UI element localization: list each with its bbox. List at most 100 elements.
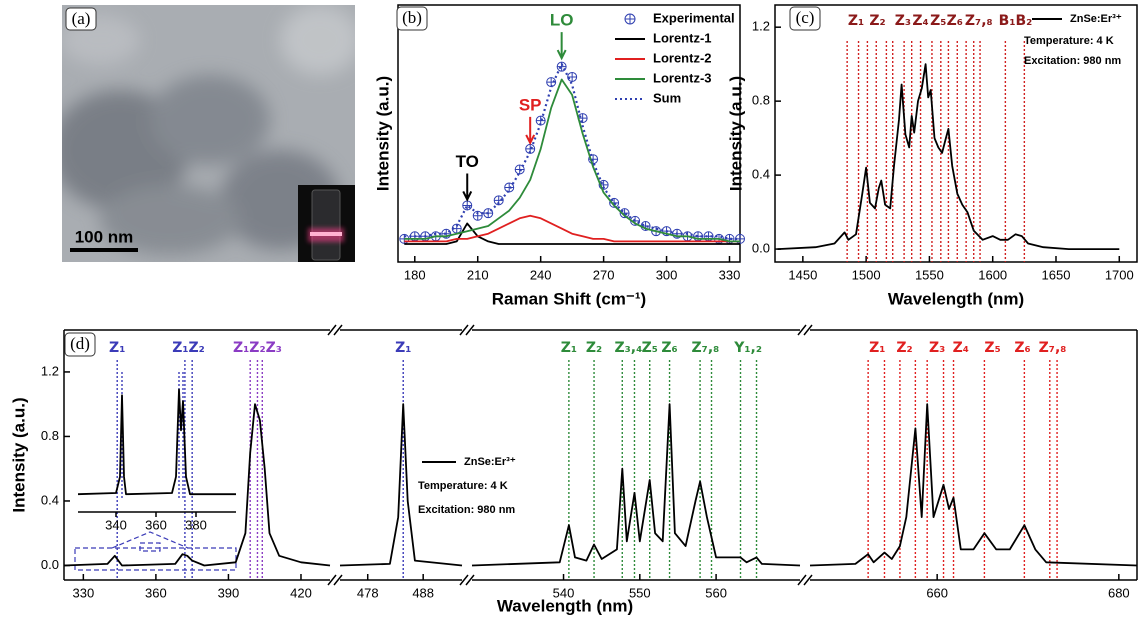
annotation-arrow bbox=[556, 32, 567, 61]
transition-label: B₁B₂ bbox=[999, 13, 1033, 29]
y-tick-label: 0.0 bbox=[41, 557, 59, 572]
transition-label: Z₇,₈ bbox=[1039, 340, 1067, 356]
transition-label: Z₅ bbox=[930, 13, 946, 29]
x-tick-label: 270 bbox=[593, 267, 615, 282]
legend-label: Lorentz-1 bbox=[653, 30, 712, 45]
series-line bbox=[777, 63, 1120, 250]
legend-note: Excitation: 980 nm bbox=[418, 504, 515, 516]
inset-line bbox=[77, 388, 236, 496]
data-point bbox=[462, 200, 473, 211]
x-tick-label: 560 bbox=[705, 585, 727, 600]
legend-label: ZnSe:Er³⁺ bbox=[1070, 13, 1122, 25]
x-tick-label: 300 bbox=[656, 267, 678, 282]
y-axis-title: Intensity (a.u.) bbox=[726, 76, 745, 191]
x-tick-label: 1600 bbox=[978, 267, 1007, 282]
x-tick-label: 360 bbox=[145, 517, 167, 532]
panel-label: (c) bbox=[796, 8, 815, 27]
transition-label: Z₃ bbox=[929, 340, 945, 356]
transition-label: Y₁,₂ bbox=[733, 340, 762, 356]
x-tick-label: 1500 bbox=[852, 267, 881, 282]
x-tick-label: 680 bbox=[1108, 585, 1130, 600]
transition-label: Z₃ bbox=[895, 13, 911, 29]
axis-break bbox=[327, 574, 343, 586]
legend-label: Sum bbox=[653, 90, 681, 105]
transition-label: Z₁ bbox=[561, 340, 577, 356]
y-tick-label: 0.0 bbox=[752, 240, 770, 255]
transition-label: Z₂ bbox=[869, 13, 885, 29]
transition-label: Z₇,₈ bbox=[965, 13, 993, 29]
legend-note: Temperature: 4 K bbox=[418, 480, 508, 492]
transition-label: Z₁Z₂Z₃ bbox=[233, 340, 282, 356]
axis-break bbox=[459, 324, 475, 336]
x-axis-title: Wavelength (nm) bbox=[497, 596, 633, 615]
series-line bbox=[404, 78, 740, 243]
x-tick-label: 488 bbox=[412, 585, 434, 600]
legend-label: Lorentz-3 bbox=[653, 70, 712, 85]
y-tick-label: 1.2 bbox=[752, 19, 770, 34]
panel-label: (b) bbox=[402, 8, 422, 27]
transition-label: Z₆ bbox=[1014, 340, 1030, 356]
panel-label-box bbox=[396, 6, 428, 31]
legend-note: Temperature: 4 K bbox=[1024, 35, 1114, 47]
data-point bbox=[514, 164, 525, 175]
tem-image bbox=[62, 5, 355, 262]
panel-label: (d) bbox=[70, 334, 90, 353]
transition-label: Z₂ bbox=[586, 340, 602, 356]
transition-label: Z₆ bbox=[661, 340, 677, 356]
x-tick-label: 210 bbox=[467, 267, 489, 282]
x-tick-label: 180 bbox=[404, 267, 426, 282]
axis-break bbox=[327, 324, 343, 336]
legend-label: ZnSe:Er³⁺ bbox=[464, 456, 516, 468]
spectrum-line bbox=[471, 403, 801, 567]
annotation-label: TO bbox=[456, 152, 479, 171]
legend-note: Excitation: 980 nm bbox=[1024, 55, 1121, 67]
x-tick-label: 360 bbox=[145, 585, 167, 600]
series-line bbox=[404, 214, 740, 243]
y-axis-title: Intensity (a.u.) bbox=[9, 397, 28, 512]
legend-label: Lorentz-2 bbox=[653, 50, 712, 65]
x-tick-label: 380 bbox=[185, 517, 207, 532]
transition-label: Z₁ bbox=[848, 13, 864, 29]
annotation-arrow bbox=[462, 173, 473, 202]
x-tick-label: 330 bbox=[72, 585, 94, 600]
spectrum-line bbox=[339, 403, 463, 567]
transition-label: Z₄ bbox=[953, 340, 969, 356]
axis-break bbox=[459, 574, 475, 586]
x-tick-label: 390 bbox=[218, 585, 240, 600]
x-tick-label: 1550 bbox=[915, 267, 944, 282]
x-axis-title: Wavelength (nm) bbox=[888, 289, 1024, 308]
transition-label: Z₃,₄ bbox=[615, 340, 643, 356]
x-tick-label: 330 bbox=[719, 267, 741, 282]
spectrum-line bbox=[809, 403, 1138, 567]
series-line bbox=[404, 222, 740, 245]
x-tick-label: 540 bbox=[553, 585, 575, 600]
x-tick-label: 420 bbox=[290, 585, 312, 600]
x-axis-title: Raman Shift (cm⁻¹) bbox=[492, 289, 646, 308]
transition-label: Z₁ bbox=[395, 340, 411, 356]
data-point bbox=[567, 71, 578, 82]
panel-label: (a) bbox=[72, 9, 91, 28]
legend-label: Experimental bbox=[653, 10, 735, 25]
annotation-label: LO bbox=[550, 11, 574, 30]
transition-label: Z₁Z₂ bbox=[172, 340, 205, 356]
spectrum-line bbox=[63, 403, 331, 567]
x-tick-label: 1450 bbox=[788, 267, 817, 282]
transition-label: Z₄ bbox=[912, 13, 928, 29]
axis-break bbox=[797, 574, 813, 586]
transition-label: Z₁ bbox=[869, 340, 885, 356]
y-tick-label: 0.8 bbox=[752, 93, 770, 108]
transition-label: Z₆ bbox=[947, 13, 963, 29]
transition-label: Z₅ bbox=[642, 340, 658, 356]
y-tick-label: 0.4 bbox=[41, 492, 59, 507]
x-tick-label: 1650 bbox=[1042, 267, 1071, 282]
data-point bbox=[504, 182, 515, 193]
y-tick-label: 0.8 bbox=[41, 428, 59, 443]
transition-label: Z₁ bbox=[109, 340, 125, 356]
plot-frame bbox=[774, 4, 1138, 263]
y-tick-label: 1.2 bbox=[41, 363, 59, 378]
x-tick-label: 478 bbox=[357, 585, 379, 600]
x-tick-label: 340 bbox=[105, 517, 127, 532]
axis-break bbox=[797, 324, 813, 336]
panel-label-box bbox=[789, 6, 821, 31]
